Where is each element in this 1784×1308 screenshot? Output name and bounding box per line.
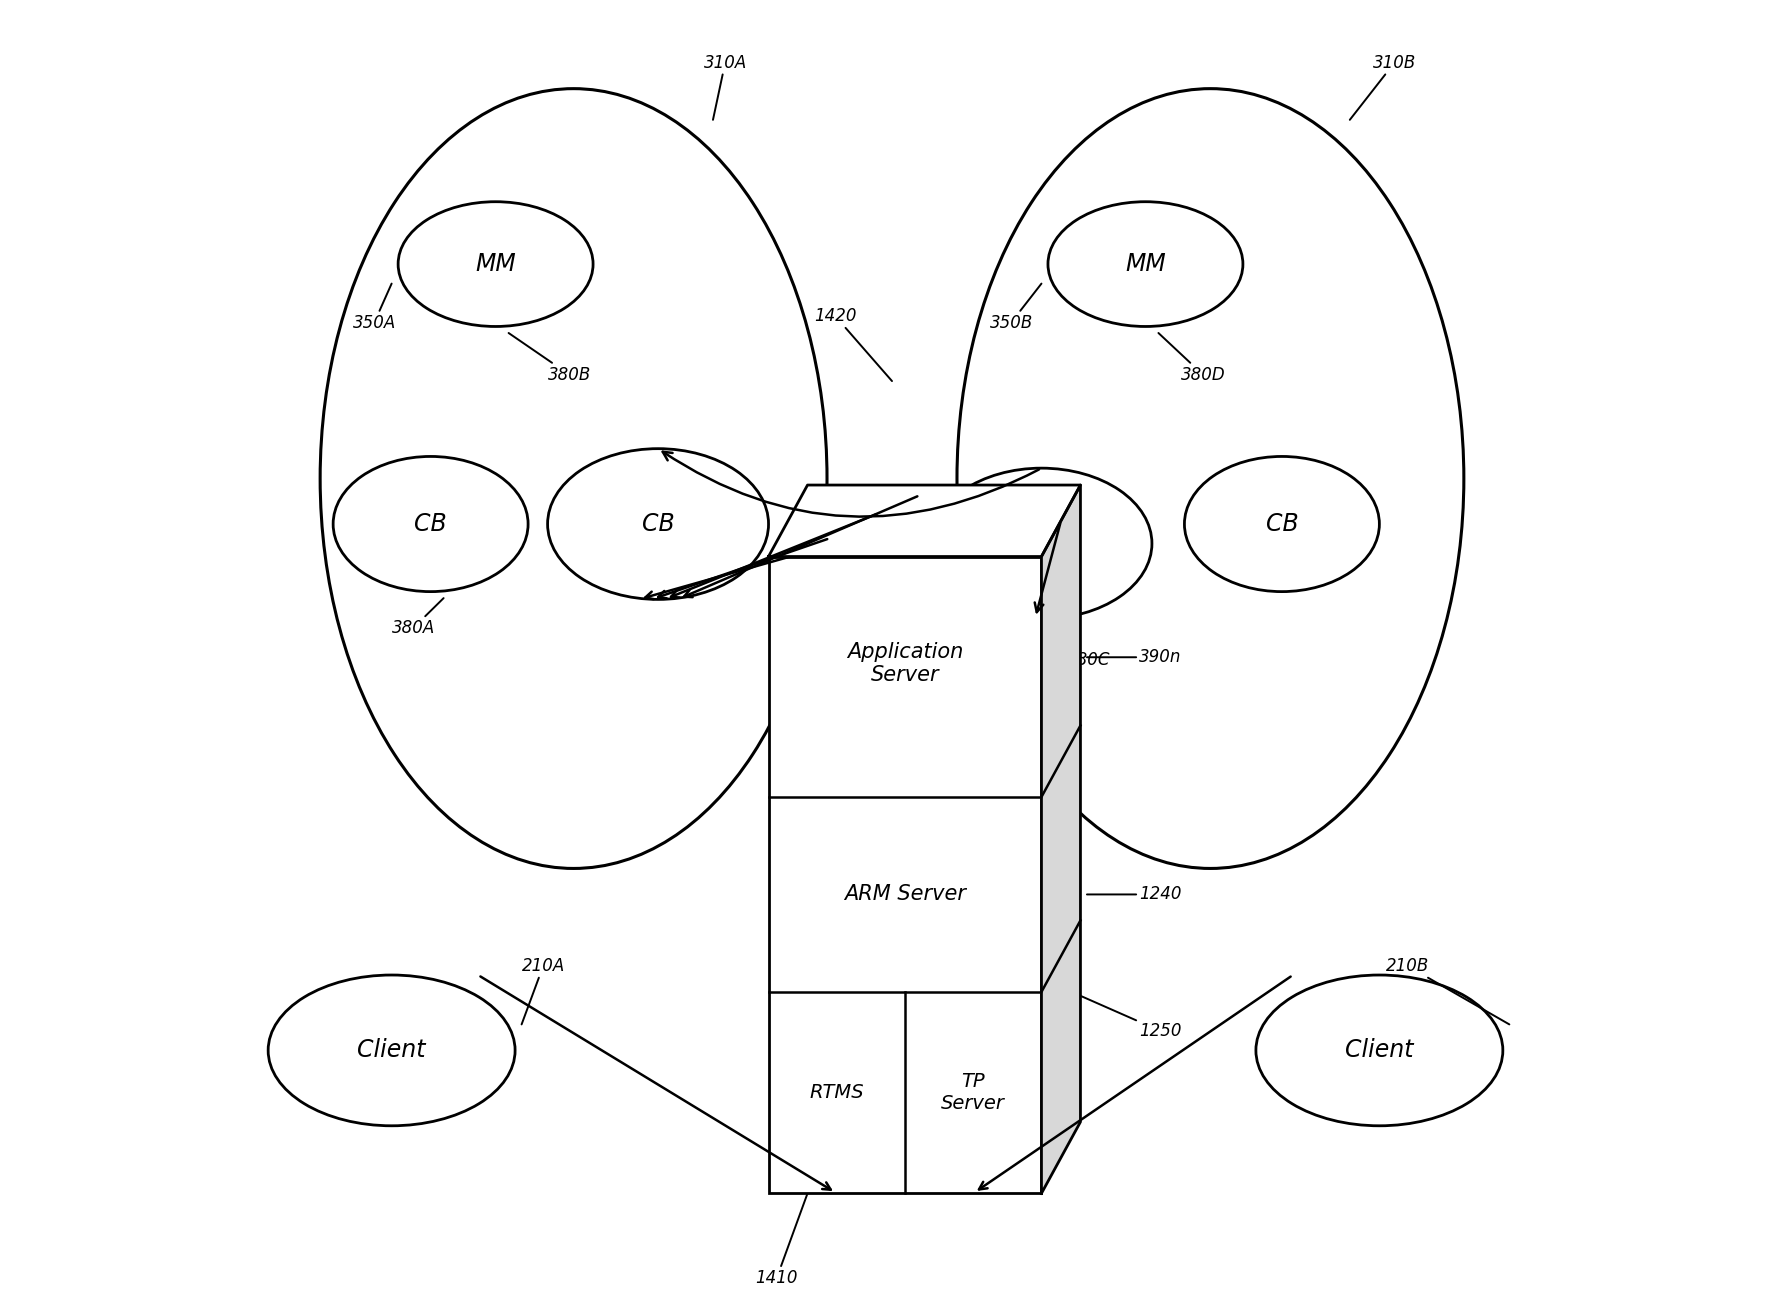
Text: 380B: 380B (508, 334, 591, 383)
Bar (769, 556, 1042, 1193)
Text: Application
Server: Application Server (847, 642, 963, 685)
Text: Client: Client (1345, 1039, 1413, 1062)
Text: 390n: 390n (1086, 649, 1181, 666)
Ellipse shape (956, 89, 1465, 869)
Text: 1410: 1410 (756, 1193, 808, 1287)
Ellipse shape (398, 201, 592, 327)
Text: Client: Client (357, 1039, 426, 1062)
Polygon shape (769, 485, 1081, 556)
Text: TP
Server: TP Server (942, 1073, 1004, 1113)
Text: 310B: 310B (1350, 54, 1416, 120)
Ellipse shape (268, 974, 516, 1126)
Text: 1420: 1420 (814, 307, 892, 381)
Text: 210B: 210B (1386, 957, 1509, 1024)
Text: MM: MM (1126, 252, 1165, 276)
Text: CB: CB (1265, 511, 1299, 536)
Text: 350A: 350A (353, 284, 396, 332)
Ellipse shape (319, 89, 828, 869)
Polygon shape (1042, 485, 1081, 1193)
Ellipse shape (931, 468, 1152, 619)
Ellipse shape (548, 449, 769, 599)
Text: ARM Server: ARM Server (844, 884, 965, 904)
Text: CB: CB (414, 511, 448, 536)
Text: 1250: 1250 (1047, 981, 1181, 1040)
Ellipse shape (1047, 201, 1243, 327)
Text: 210A: 210A (521, 957, 566, 1024)
Text: 310A: 310A (703, 54, 747, 120)
Text: 1240: 1240 (1086, 886, 1181, 904)
Text: 380D: 380D (1158, 334, 1226, 383)
Text: 380A: 380A (392, 598, 444, 637)
Ellipse shape (334, 456, 528, 591)
Text: MM: MM (475, 252, 516, 276)
Ellipse shape (1256, 974, 1502, 1126)
Text: RTMS: RTMS (810, 1083, 863, 1103)
Text: CB: CB (642, 511, 674, 536)
Text: 380C: 380C (1054, 625, 1111, 670)
Text: CB: CB (1026, 531, 1058, 556)
Ellipse shape (1185, 456, 1379, 591)
Text: 350B: 350B (990, 284, 1042, 332)
